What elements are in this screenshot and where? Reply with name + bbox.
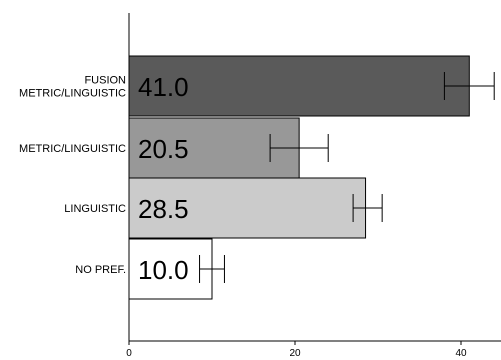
value-label-0: 41.0 [138,72,189,102]
bar-2 [128,177,367,239]
x-tick-label-1: 20 [289,348,301,359]
x-tick-label-0: 0 [126,348,132,359]
category-label-0-0: FUSION [84,75,126,87]
category-label-2-0: LINGUISTIC [64,203,126,215]
x-tick-label-2: 40 [455,348,467,359]
value-label-3: 10.0 [138,255,189,285]
category-label-0-1: METRIC/LINGUISTIC [19,88,126,100]
category-label-3-0: NO PREF. [75,264,126,276]
category-label-1-0: METRIC/LINGUISTIC [19,143,126,155]
bar-3 [128,238,213,300]
bar-0 [128,55,470,117]
value-label-2: 28.5 [138,194,189,224]
value-label-1: 20.5 [138,134,189,164]
